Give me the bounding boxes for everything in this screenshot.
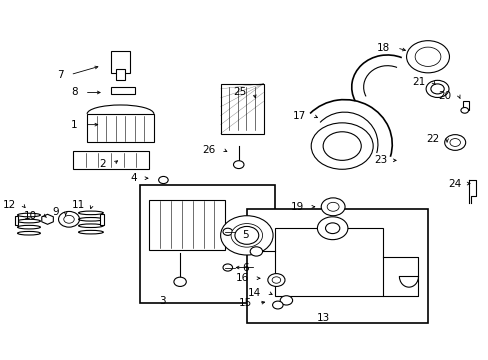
Circle shape: [234, 226, 258, 244]
Text: 15: 15: [238, 298, 251, 308]
Text: 8: 8: [71, 87, 78, 98]
Text: 25: 25: [233, 87, 246, 98]
Circle shape: [414, 47, 440, 66]
Text: 5: 5: [242, 230, 249, 240]
Circle shape: [220, 216, 272, 255]
Text: 3: 3: [159, 296, 165, 306]
Circle shape: [449, 139, 460, 147]
Text: 10: 10: [24, 211, 37, 221]
Circle shape: [444, 135, 465, 150]
Bar: [462, 102, 468, 111]
Text: 24: 24: [447, 179, 461, 189]
Text: 22: 22: [426, 134, 439, 144]
Text: 6: 6: [242, 262, 249, 273]
Text: 11: 11: [71, 200, 84, 210]
Circle shape: [59, 211, 80, 227]
Circle shape: [321, 198, 345, 216]
Text: 18: 18: [376, 43, 389, 53]
Polygon shape: [41, 214, 53, 224]
Circle shape: [63, 215, 74, 223]
Bar: [73, 152, 149, 169]
Circle shape: [325, 223, 339, 234]
Text: 4: 4: [130, 173, 137, 183]
Circle shape: [310, 123, 372, 169]
Bar: [116, 69, 125, 80]
Circle shape: [272, 301, 283, 309]
Bar: [220, 84, 263, 134]
Circle shape: [280, 296, 292, 305]
Circle shape: [430, 84, 443, 94]
Circle shape: [317, 217, 347, 240]
Text: 19: 19: [290, 202, 304, 212]
Bar: [111, 87, 135, 94]
Bar: [246, 208, 427, 323]
Bar: [15, 216, 19, 225]
Circle shape: [231, 224, 262, 247]
Bar: [275, 228, 382, 296]
Bar: [100, 214, 103, 225]
Circle shape: [250, 247, 262, 256]
Circle shape: [223, 264, 232, 271]
Text: 21: 21: [411, 77, 425, 87]
Text: 13: 13: [316, 312, 329, 323]
Circle shape: [406, 41, 448, 73]
Circle shape: [223, 228, 232, 235]
Circle shape: [326, 202, 338, 211]
Text: 12: 12: [2, 200, 16, 210]
Bar: [111, 51, 130, 73]
Text: 2: 2: [100, 159, 106, 169]
Bar: [149, 200, 225, 249]
Circle shape: [323, 132, 361, 160]
Text: 17: 17: [293, 111, 306, 121]
Text: 7: 7: [57, 69, 63, 80]
Circle shape: [271, 277, 280, 283]
Text: 9: 9: [52, 207, 59, 217]
Circle shape: [174, 277, 186, 287]
Circle shape: [267, 274, 285, 287]
Text: 23: 23: [373, 156, 386, 165]
Circle shape: [158, 176, 168, 184]
Circle shape: [233, 161, 244, 168]
Bar: [139, 185, 275, 303]
Text: 14: 14: [247, 288, 261, 297]
Circle shape: [460, 108, 468, 113]
Text: 26: 26: [202, 145, 215, 155]
Text: 1: 1: [71, 120, 78, 130]
Text: 16: 16: [236, 273, 249, 283]
Bar: [87, 114, 154, 143]
Text: 20: 20: [438, 91, 451, 101]
